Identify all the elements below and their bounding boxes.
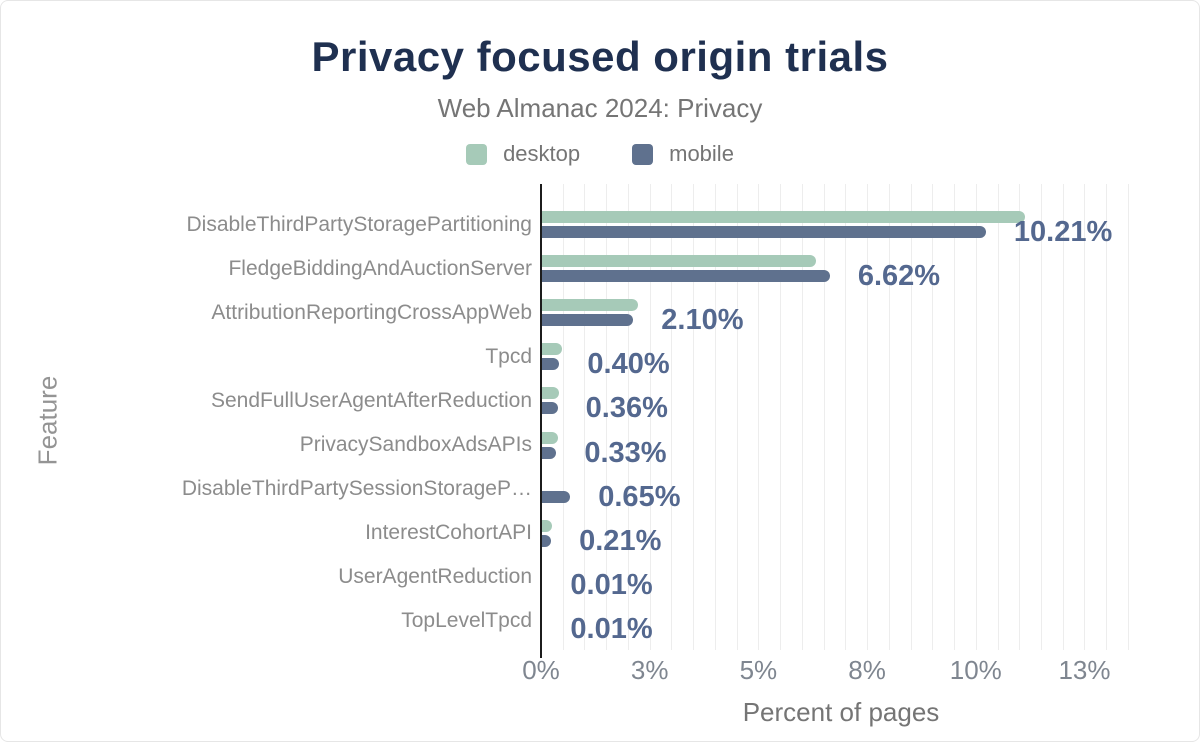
mobile-bar [542, 446, 557, 459]
category-label: InterestCohortAPI [365, 521, 532, 545]
value-label: 6.62% [857, 260, 941, 293]
x-tick-label: 8% [848, 655, 886, 685]
gridline [845, 184, 847, 650]
gridline [627, 184, 629, 650]
gridline [975, 184, 977, 650]
legend-item-desktop: desktop [466, 141, 580, 167]
gridline [671, 184, 673, 650]
gridline [1019, 184, 1021, 650]
mobile-bar [542, 314, 634, 327]
value-label: 10.21% [1013, 216, 1113, 248]
gridline [562, 184, 564, 650]
chart-subtitle: Web Almanac 2024: Privacy [437, 93, 763, 123]
gridline [1127, 184, 1129, 650]
category-label: FledgeBiddingAndAuctionServer [228, 256, 532, 280]
x-axis-title: Percent of pages [742, 697, 940, 727]
gridline [1106, 184, 1108, 650]
value-label: 0.01% [570, 612, 653, 645]
gridline [736, 184, 738, 650]
gridline [780, 184, 782, 650]
category-label: PrivacySandboxAdsAPIs [299, 433, 532, 456]
desktop-swatch-icon [466, 143, 488, 165]
gridline [954, 184, 956, 650]
desktop-bar [542, 255, 816, 268]
desktop-bar [542, 431, 559, 444]
mobile-bar [542, 358, 560, 371]
category-label: DisableThirdPartySessionStorageP… [181, 477, 532, 501]
gridline [867, 184, 869, 650]
value-label: 0.65% [598, 480, 681, 513]
y-axis-title: Feature [32, 375, 63, 466]
legend: desktop mobile [1, 141, 1199, 167]
gridline [714, 184, 716, 650]
mobile-swatch-icon [632, 143, 654, 165]
legend-item-mobile: mobile [632, 141, 734, 167]
desktop-bar [542, 211, 1025, 223]
value-label: 0.21% [579, 524, 662, 557]
y-axis-line [540, 184, 542, 658]
mobile-bar [542, 534, 552, 547]
x-tick-label: 10% [949, 655, 1002, 685]
mobile-bar [542, 270, 830, 283]
gridline [758, 184, 760, 650]
category-label: AttributionReportingCrossAppWeb [211, 300, 532, 324]
value-label: 0.33% [584, 436, 667, 469]
gridline [910, 184, 912, 650]
mobile-bar [542, 490, 571, 503]
x-tick-label: 5% [739, 655, 778, 685]
category-label: Tpcd [485, 344, 532, 368]
chart-title: Privacy focused origin trials [311, 33, 889, 80]
value-label: 0.40% [587, 348, 670, 381]
gridline [693, 184, 695, 650]
gridline [888, 184, 890, 650]
desktop-bar [542, 387, 560, 400]
category-label: TopLevelTpcd [401, 609, 532, 633]
value-label: 2.10% [661, 304, 744, 337]
desktop-bar [542, 299, 638, 312]
value-label: 0.36% [585, 392, 668, 425]
gridline [584, 184, 586, 650]
gridline [1084, 184, 1086, 650]
value-label: 0.01% [570, 568, 653, 601]
gridline [801, 184, 803, 650]
legend-label-desktop: desktop [503, 141, 581, 166]
gridline [606, 184, 608, 650]
category-label: UserAgentReduction [338, 565, 532, 589]
gridline [1062, 184, 1064, 650]
gridline [649, 184, 651, 650]
desktop-bar [542, 343, 562, 356]
mobile-bar [542, 402, 558, 415]
x-tick-label: 13% [1058, 655, 1111, 685]
mobile-bar [542, 226, 986, 238]
gridline [932, 184, 934, 650]
gridline [823, 184, 825, 650]
x-tick-label: 0% [522, 655, 560, 685]
category-label: DisableThirdPartyStoragePartitioning [186, 212, 532, 236]
gridline [997, 184, 999, 650]
gridline [1041, 184, 1042, 650]
category-label: SendFullUserAgentAfterReduction [210, 388, 532, 412]
legend-label-mobile: mobile [669, 141, 734, 166]
desktop-bar [542, 519, 552, 532]
x-tick-label: 3% [630, 655, 669, 685]
